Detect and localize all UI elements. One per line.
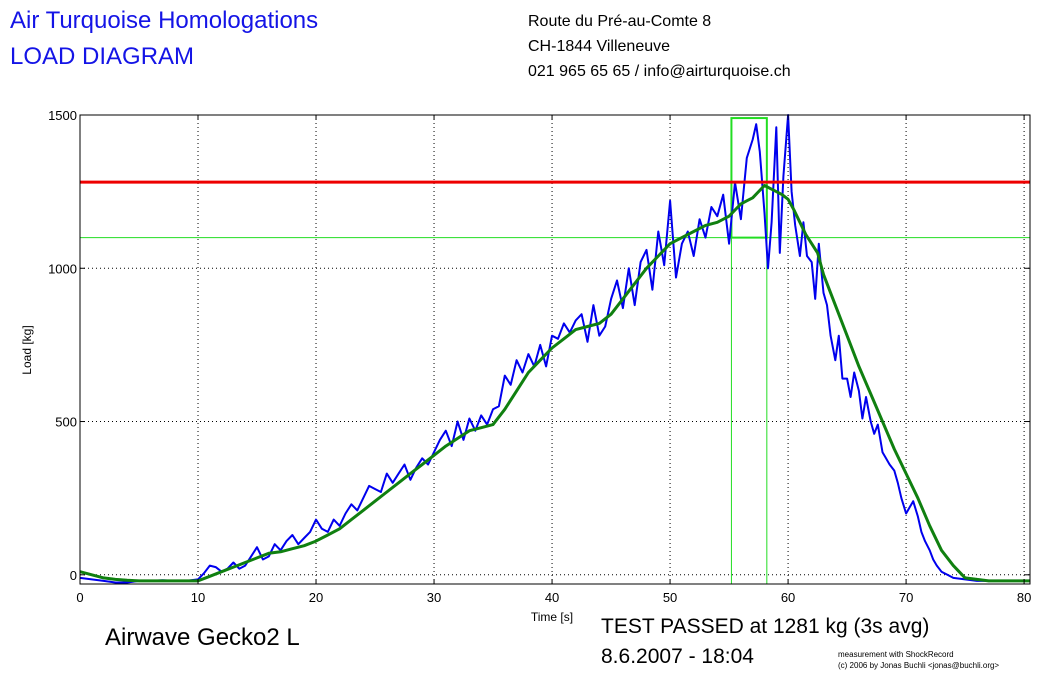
x-tick-label: 40 xyxy=(545,590,559,605)
test-result: TEST PASSED at 1281 kg (3s avg) xyxy=(601,615,930,638)
report-subtitle: LOAD DIAGRAM xyxy=(10,43,195,70)
grid xyxy=(79,114,1030,584)
y-tick-label: 1500 xyxy=(48,108,77,123)
axis-ticks: 0 10 20 30 40 50 60 70 80 0 500 1000 1500 xyxy=(48,108,1031,605)
y-tick-label: 1000 xyxy=(48,261,77,276)
x-tick-label: 80 xyxy=(1017,590,1031,605)
series-lines xyxy=(79,114,1030,584)
x-tick-label: 70 xyxy=(899,590,913,605)
x-tick-label: 20 xyxy=(309,590,323,605)
marker-lines xyxy=(80,117,1030,584)
report-title: Air Turquoise Homologations xyxy=(10,7,319,34)
credit-measurement: measurement with ShockRecord xyxy=(838,650,954,659)
y-axis-label: Load [kg] xyxy=(20,325,34,374)
credit-copyright: (c) 2006 by Jonas Buchli <jonas@buchli.o… xyxy=(838,661,1000,670)
address-street: Route du Pré-au-Comte 8 xyxy=(528,13,712,30)
glider-name: Airwave Gecko2 L xyxy=(105,624,300,651)
averaged-load-line xyxy=(79,184,1030,583)
y-tick-label: 0 xyxy=(70,568,77,583)
x-tick-label: 0 xyxy=(76,590,83,605)
x-tick-label: 50 xyxy=(663,590,677,605)
x-tick-label: 60 xyxy=(781,590,795,605)
x-tick-label: 30 xyxy=(427,590,441,605)
address-city: CH-1844 Villeneuve xyxy=(528,38,671,55)
plot-frame xyxy=(79,114,1031,585)
address-contact: 021 965 65 65 / info@airturquoise.ch xyxy=(528,63,791,80)
test-date: 8.6.2007 - 18:04 xyxy=(601,645,754,668)
x-tick-label: 10 xyxy=(191,590,205,605)
peak-window-box xyxy=(730,117,768,239)
raw-load-line xyxy=(79,114,1030,584)
x-axis-label: Time [s] xyxy=(531,610,573,624)
y-tick-label: 500 xyxy=(55,415,77,430)
